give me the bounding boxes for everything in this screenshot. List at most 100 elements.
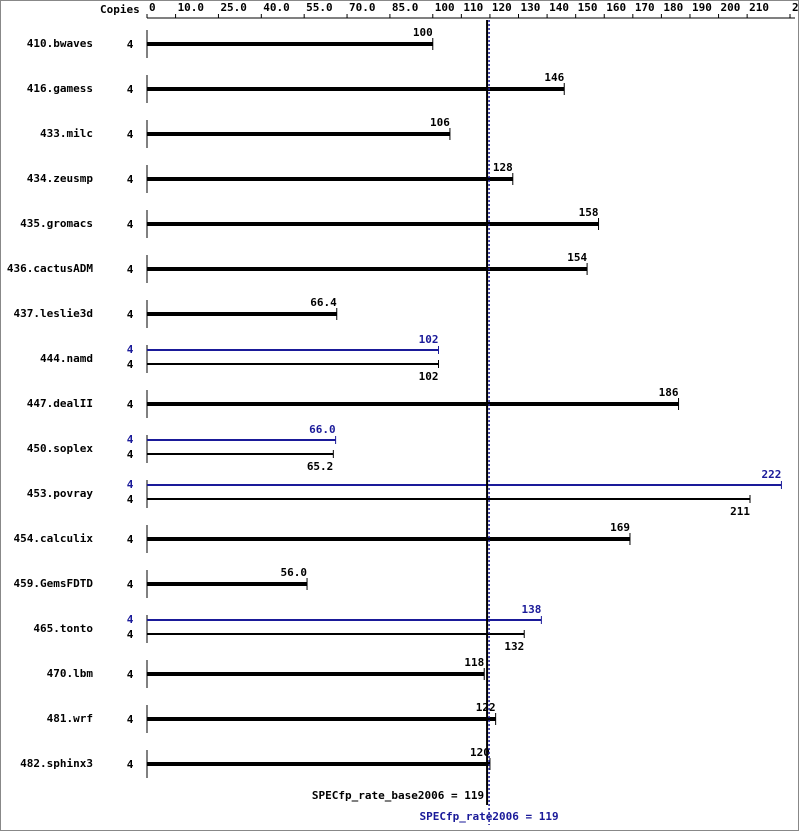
category-label: 470.lbm — [47, 667, 94, 680]
x-tick-label: 150 — [578, 1, 598, 14]
category-label: 450.soplex — [27, 442, 94, 455]
bar — [147, 177, 513, 181]
x-tick-label: 225 — [792, 1, 799, 14]
bar — [147, 312, 337, 316]
bar — [147, 762, 490, 766]
category-label: 435.gromacs — [20, 217, 93, 230]
copies: 4 — [127, 173, 134, 186]
x-tick-label: 190 — [692, 1, 712, 14]
x-tick-label: 10.0 — [178, 1, 205, 14]
copies: 4 — [127, 83, 134, 96]
category-label: 453.povray — [27, 487, 94, 500]
x-tick-label: 210 — [749, 1, 769, 14]
category-label: 437.leslie3d — [14, 307, 93, 320]
bar — [147, 439, 336, 441]
category-label: 433.milc — [40, 127, 93, 140]
bar — [147, 582, 308, 586]
copies: 4 — [127, 263, 134, 276]
x-tick-label: 200 — [721, 1, 741, 14]
value-label: 132 — [504, 640, 524, 653]
category-label: 459.GemsFDTD — [14, 577, 94, 590]
copies: 4 — [127, 478, 134, 491]
value-label: 128 — [493, 161, 513, 174]
category-label: 436.cactusADM — [7, 262, 93, 275]
value-label: 66.0 — [309, 423, 336, 436]
x-tick-label: 170 — [635, 1, 655, 14]
bar — [147, 633, 525, 635]
bar — [147, 363, 439, 365]
bar — [147, 453, 334, 455]
category-label: 434.zeusmp — [27, 172, 94, 185]
bar — [147, 87, 565, 91]
copies: 4 — [127, 433, 134, 446]
bar — [147, 402, 679, 406]
category-label: 416.gamess — [27, 82, 93, 95]
value-label: 106 — [430, 116, 450, 129]
x-tick-label: 40.0 — [263, 1, 290, 14]
copies: 4 — [127, 628, 134, 641]
value-label: 100 — [413, 26, 433, 39]
bar — [147, 619, 542, 621]
category-label: 481.wrf — [47, 712, 93, 725]
x-tick-label: 25.0 — [220, 1, 247, 14]
value-label: 158 — [579, 206, 599, 219]
value-label: 154 — [567, 251, 587, 264]
bar — [147, 717, 496, 721]
copies: 4 — [127, 358, 134, 371]
x-tick-label: 180 — [663, 1, 683, 14]
bar — [147, 537, 630, 541]
value-label: 66.4 — [310, 296, 337, 309]
x-tick-label: 140 — [549, 1, 569, 14]
copies-header: Copies — [100, 3, 140, 16]
bar — [147, 349, 439, 351]
bar — [147, 267, 588, 271]
value-label: 65.2 — [307, 460, 334, 473]
copies: 4 — [127, 448, 134, 461]
bar — [147, 222, 599, 226]
bar — [147, 498, 750, 500]
value-label: 169 — [610, 521, 630, 534]
value-label: 118 — [464, 656, 484, 669]
value-label: 222 — [762, 468, 782, 481]
x-tick-label: 160 — [606, 1, 626, 14]
bar — [147, 132, 450, 136]
x-tick-label: 110 — [463, 1, 483, 14]
copies: 4 — [127, 578, 134, 591]
copies: 4 — [127, 218, 134, 231]
copies: 4 — [127, 713, 134, 726]
reference-label: SPECfp_rate2006 = 119 — [420, 810, 559, 823]
x-tick-label: 120 — [492, 1, 512, 14]
category-label: 444.namd — [40, 352, 93, 365]
copies: 4 — [127, 613, 134, 626]
reference-label: SPECfp_rate_base2006 = 119 — [312, 789, 484, 802]
value-label: 186 — [659, 386, 679, 399]
x-tick-label: 100 — [435, 1, 455, 14]
value-label: 138 — [521, 603, 541, 616]
copies: 4 — [127, 343, 134, 356]
value-label: 146 — [544, 71, 564, 84]
value-label: 102 — [419, 370, 439, 383]
copies: 4 — [127, 398, 134, 411]
bar — [147, 672, 485, 676]
category-label: 410.bwaves — [27, 37, 93, 50]
bar — [147, 42, 433, 46]
copies: 4 — [127, 668, 134, 681]
copies: 4 — [127, 38, 134, 51]
x-tick-label: 0 — [149, 1, 156, 14]
value-label: 120 — [470, 746, 490, 759]
category-label: 482.sphinx3 — [20, 757, 93, 770]
value-label: 56.0 — [281, 566, 308, 579]
value-label: 102 — [419, 333, 439, 346]
category-label: 454.calculix — [14, 532, 94, 545]
value-label: 122 — [476, 701, 496, 714]
copies: 4 — [127, 128, 134, 141]
x-tick-label: 70.0 — [349, 1, 376, 14]
category-label: 465.tonto — [33, 622, 93, 635]
category-label: 447.dealII — [27, 397, 93, 410]
value-label: 211 — [730, 505, 750, 518]
x-tick-label: 130 — [521, 1, 541, 14]
copies: 4 — [127, 758, 134, 771]
copies: 4 — [127, 493, 134, 506]
